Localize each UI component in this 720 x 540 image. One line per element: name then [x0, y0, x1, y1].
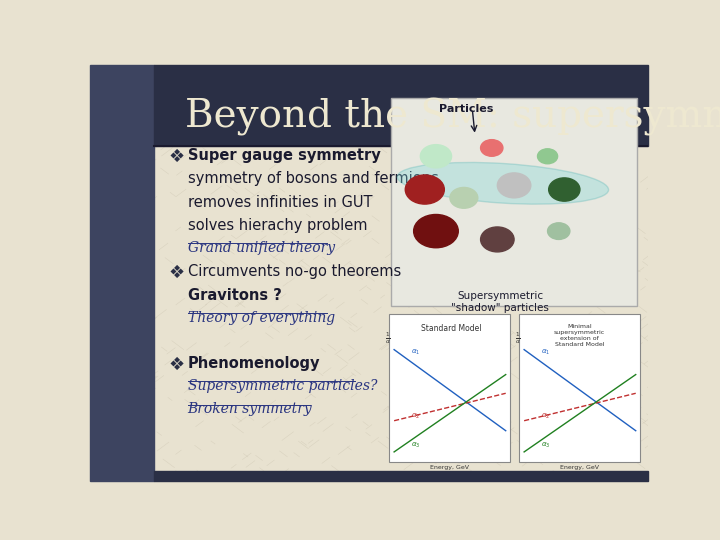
Bar	[392, 98, 636, 306]
Text: ❖: ❖	[168, 148, 184, 166]
Text: Phenomenology: Phenomenology	[188, 356, 320, 371]
Text: $\alpha_3$: $\alpha_3$	[541, 441, 550, 450]
Text: Grand unified theory: Grand unified theory	[188, 241, 335, 255]
Text: Particles: Particles	[439, 104, 494, 114]
Circle shape	[548, 223, 570, 239]
Circle shape	[498, 173, 531, 198]
Text: Broken symmetry: Broken symmetry	[188, 402, 312, 416]
Circle shape	[538, 149, 557, 164]
Text: $\alpha_1$: $\alpha_1$	[411, 347, 420, 356]
Text: Minimal
supersymmetric
extension of
Standard Model: Minimal supersymmetric extension of Stan…	[554, 324, 605, 347]
Text: $\alpha_3$: $\alpha_3$	[411, 441, 420, 450]
Circle shape	[405, 175, 444, 204]
Text: $\alpha_2$: $\alpha_2$	[411, 412, 420, 421]
Bar	[518, 314, 640, 462]
Circle shape	[480, 140, 503, 156]
Text: symmetry of bosons and fermions: symmetry of bosons and fermions	[188, 171, 438, 186]
Bar	[154, 471, 648, 481]
Text: $\frac{1}{\alpha}$: $\frac{1}{\alpha}$	[385, 331, 392, 346]
Bar	[90, 65, 154, 481]
Text: Beyond the SM: supersymmetry: Beyond the SM: supersymmetry	[185, 98, 720, 136]
Text: ❖: ❖	[168, 265, 184, 282]
Text: $\alpha_2$: $\alpha_2$	[541, 412, 550, 421]
Text: solves hierachy problem: solves hierachy problem	[188, 218, 367, 233]
Text: Theory of everything: Theory of everything	[188, 311, 335, 325]
Text: Supersymmetric
"shadow" particles: Supersymmetric "shadow" particles	[451, 292, 549, 313]
Circle shape	[450, 187, 478, 208]
Text: Standard Model: Standard Model	[421, 324, 482, 333]
Bar	[389, 314, 510, 462]
Text: removes infinities in GUT: removes infinities in GUT	[188, 194, 372, 210]
Circle shape	[413, 214, 458, 248]
Ellipse shape	[397, 163, 608, 204]
Bar	[154, 65, 648, 146]
Text: ❖: ❖	[168, 356, 184, 374]
Text: $\frac{1}{\alpha}$: $\frac{1}{\alpha}$	[516, 331, 521, 346]
Circle shape	[481, 227, 514, 252]
Circle shape	[420, 145, 451, 168]
Circle shape	[549, 178, 580, 201]
Text: Circumvents no-go theorems: Circumvents no-go theorems	[188, 265, 401, 279]
Text: Energy, GeV: Energy, GeV	[431, 465, 469, 470]
Text: Energy, GeV: Energy, GeV	[560, 465, 600, 470]
Text: $\alpha_1$: $\alpha_1$	[541, 347, 550, 356]
Text: Super gauge symmetry: Super gauge symmetry	[188, 148, 380, 163]
Text: Gravitons ?: Gravitons ?	[188, 288, 282, 302]
Text: Supersymmetric particles?: Supersymmetric particles?	[188, 379, 377, 393]
